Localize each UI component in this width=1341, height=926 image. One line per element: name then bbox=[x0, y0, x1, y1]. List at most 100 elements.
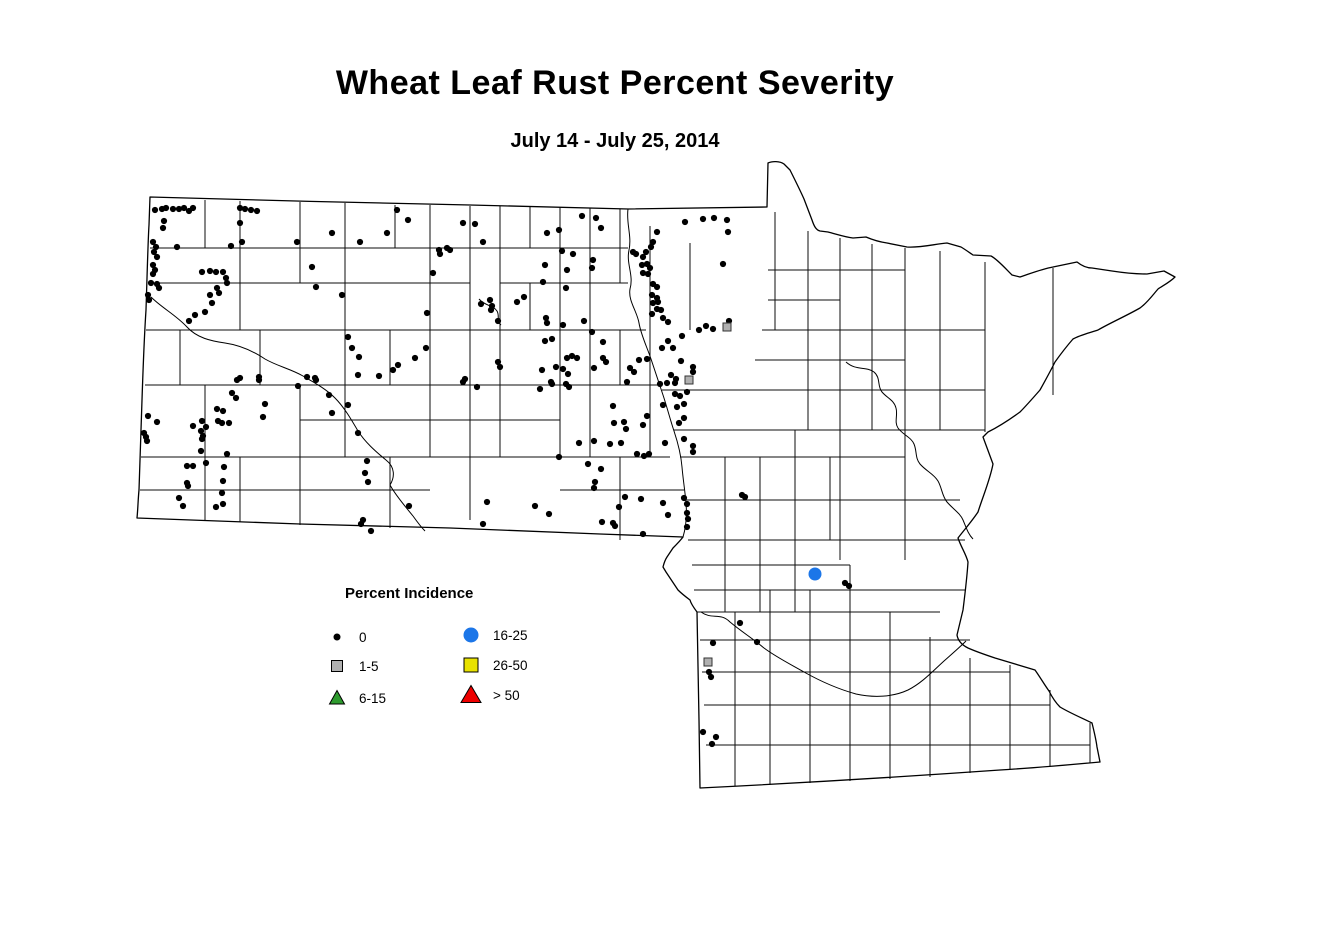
data-point-incidence-0 bbox=[653, 283, 661, 291]
data-point-incidence-0 bbox=[227, 242, 235, 250]
data-point-incidence-0 bbox=[541, 261, 549, 269]
data-point-incidence-0 bbox=[681, 218, 689, 226]
data-point-incidence-0 bbox=[599, 338, 607, 346]
gray-square-marker-icon bbox=[331, 660, 343, 672]
data-point-incidence-0 bbox=[609, 402, 617, 410]
data-point-incidence-0 bbox=[684, 515, 692, 523]
data-point-incidence-0 bbox=[588, 264, 596, 272]
data-point-incidence-0 bbox=[394, 361, 402, 369]
data-point-incidence-0 bbox=[542, 314, 550, 322]
data-point-incidence-0 bbox=[147, 279, 155, 287]
data-point-incidence-0 bbox=[348, 344, 356, 352]
data-point-incidence-0 bbox=[699, 728, 707, 736]
data-point-incidence-0 bbox=[683, 388, 691, 396]
data-point-incidence-0 bbox=[389, 366, 397, 374]
data-point-incidence-0 bbox=[639, 253, 647, 261]
data-point-incidence-0 bbox=[175, 494, 183, 502]
data-point-incidence-0 bbox=[405, 502, 413, 510]
data-point-incidence-0 bbox=[202, 459, 210, 467]
green-triangle-marker-icon bbox=[328, 689, 346, 705]
data-point-incidence-0 bbox=[159, 224, 167, 232]
data-point-incidence-0 bbox=[151, 206, 159, 214]
data-point-incidence-0 bbox=[149, 270, 157, 278]
data-point-incidence-0 bbox=[708, 740, 716, 748]
data-point-incidence-0 bbox=[638, 261, 646, 269]
data-point-incidence-16-25 bbox=[808, 567, 822, 581]
data-point-incidence-0 bbox=[531, 502, 539, 510]
data-point-incidence-0 bbox=[659, 401, 667, 409]
data-point-incidence-0 bbox=[562, 284, 570, 292]
data-point-incidence-0 bbox=[520, 293, 528, 301]
data-point-incidence-0 bbox=[559, 365, 567, 373]
data-point-incidence-0 bbox=[543, 229, 551, 237]
data-point-incidence-0 bbox=[671, 379, 679, 387]
red-triangle-marker-icon bbox=[460, 684, 482, 703]
data-point-incidence-0 bbox=[695, 326, 703, 334]
data-point-incidence-0 bbox=[375, 372, 383, 380]
data-point-incidence-0 bbox=[429, 269, 437, 277]
data-point-incidence-0 bbox=[173, 243, 181, 251]
data-point-incidence-0 bbox=[656, 380, 664, 388]
data-point-incidence-0 bbox=[212, 268, 220, 276]
data-point-incidence-0 bbox=[707, 673, 715, 681]
legend-label: 16-25 bbox=[493, 627, 528, 643]
data-point-incidence-0 bbox=[253, 207, 261, 215]
legend-item-26-50: 26-50 bbox=[458, 653, 528, 677]
data-point-incidence-0 bbox=[648, 310, 656, 318]
data-point-incidence-0 bbox=[719, 260, 727, 268]
data-point-incidence-0 bbox=[312, 376, 320, 384]
data-point-incidence-0 bbox=[589, 256, 597, 264]
data-point-incidence-0 bbox=[648, 291, 656, 299]
data-point-incidence-0 bbox=[189, 204, 197, 212]
data-point-incidence-0 bbox=[477, 300, 485, 308]
data-point-incidence-0 bbox=[185, 317, 193, 325]
data-point-incidence-0 bbox=[496, 363, 504, 371]
data-point-incidence-0 bbox=[622, 425, 630, 433]
data-point-incidence-0 bbox=[699, 215, 707, 223]
data-point-incidence-0 bbox=[198, 268, 206, 276]
data-point-incidence-0 bbox=[663, 379, 671, 387]
data-point-incidence-0 bbox=[483, 498, 491, 506]
data-point-incidence-0 bbox=[486, 296, 494, 304]
data-point-incidence-0 bbox=[689, 363, 697, 371]
data-point-incidence-0 bbox=[219, 268, 227, 276]
data-point-incidence-0 bbox=[541, 337, 549, 345]
data-point-incidence-0 bbox=[479, 520, 487, 528]
data-point-incidence-0 bbox=[649, 299, 657, 307]
legend-label: 0 bbox=[359, 629, 367, 645]
data-point-incidence-0 bbox=[487, 306, 495, 314]
data-point-incidence-0 bbox=[702, 322, 710, 330]
data-point-incidence-0 bbox=[218, 419, 226, 427]
data-point-incidence-0 bbox=[232, 394, 240, 402]
data-point-incidence-0 bbox=[213, 405, 221, 413]
data-point-incidence-0 bbox=[639, 421, 647, 429]
minnesota-county-lines bbox=[662, 212, 1091, 786]
circle-glyph bbox=[463, 627, 479, 643]
data-point-incidence-0 bbox=[753, 638, 761, 646]
data-point-incidence-0 bbox=[565, 383, 573, 391]
legend-item-1-5: 1-5 bbox=[324, 654, 379, 678]
dot-glyph bbox=[333, 633, 341, 641]
data-point-incidence-0 bbox=[325, 391, 333, 399]
minnesota-river bbox=[700, 611, 967, 697]
data-point-incidence-0 bbox=[446, 246, 454, 254]
data-point-incidence-0 bbox=[308, 263, 316, 271]
legend-label: > 50 bbox=[493, 687, 520, 703]
data-point-incidence-0 bbox=[673, 403, 681, 411]
data-point-incidence-0 bbox=[597, 465, 605, 473]
data-point-incidence-0 bbox=[233, 376, 241, 384]
data-point-incidence-0 bbox=[225, 419, 233, 427]
data-point-incidence-0 bbox=[563, 266, 571, 274]
data-point-incidence-0 bbox=[191, 311, 199, 319]
data-point-incidence-0 bbox=[590, 437, 598, 445]
data-point-incidence-0 bbox=[659, 314, 667, 322]
yellow-square-marker-icon bbox=[463, 657, 479, 673]
data-point-incidence-0 bbox=[436, 250, 444, 258]
data-point-incidence-0 bbox=[354, 429, 362, 437]
data-point-incidence-0 bbox=[602, 358, 610, 366]
data-point-incidence-0 bbox=[680, 494, 688, 502]
red-river-state-line bbox=[627, 208, 687, 538]
data-point-incidence-0 bbox=[422, 344, 430, 352]
data-point-incidence-0 bbox=[344, 333, 352, 341]
data-point-incidence-0 bbox=[219, 477, 227, 485]
